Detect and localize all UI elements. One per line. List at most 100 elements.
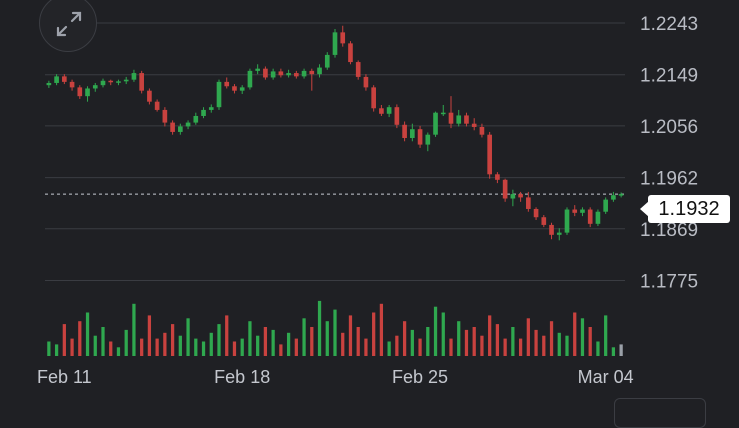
volume-bar <box>194 338 198 356</box>
candle-up <box>85 88 90 97</box>
volume-bar <box>573 312 577 356</box>
candle-down <box>294 73 299 77</box>
candle-up <box>46 82 52 86</box>
volume-bar <box>542 335 546 356</box>
candle-down <box>278 71 284 76</box>
candle-down <box>464 115 469 124</box>
candle-down <box>487 134 492 175</box>
candle-up <box>201 109 206 116</box>
price-tag-box <box>648 195 730 223</box>
volume-bar <box>109 341 113 356</box>
y-tick-label: 1.1869 <box>640 220 698 241</box>
candle-down <box>379 108 384 114</box>
volume-bar <box>310 327 314 356</box>
candle-down <box>502 179 508 199</box>
volume-bar <box>356 327 360 356</box>
candle-down <box>371 87 376 109</box>
volume-bar <box>116 347 121 356</box>
candle-down <box>587 209 593 224</box>
expand-chart-button[interactable] <box>39 0 97 52</box>
candle-down <box>495 174 500 180</box>
candle-up <box>410 129 415 138</box>
candlestick-chart[interactable]: 1.2243 1.2149 1.2056 1.1962 1.1869 1.1775 Feb… <box>0 0 739 415</box>
volume-bar <box>132 303 136 356</box>
volume-bar <box>457 321 461 356</box>
candle-down <box>533 208 539 218</box>
volume-bar <box>209 332 213 356</box>
volume-bar <box>441 312 445 356</box>
volume-bar <box>256 335 260 356</box>
volume-bar <box>387 341 391 356</box>
candle-up <box>332 32 338 55</box>
volume-bar <box>464 329 469 356</box>
volume-bar <box>317 300 322 356</box>
volume-bar <box>449 338 453 356</box>
candle-down <box>108 80 114 83</box>
candle-up <box>54 76 59 83</box>
candle-down <box>147 90 152 102</box>
volume-bar <box>302 318 306 356</box>
candle-up <box>433 112 438 135</box>
candle-down <box>77 87 83 97</box>
volume-bar <box>549 321 554 356</box>
volume-bar <box>480 335 484 356</box>
bottom-control[interactable] <box>614 398 706 428</box>
candle-down <box>518 194 523 198</box>
volume-bar <box>201 341 206 356</box>
candle-down <box>572 209 578 213</box>
volume-bar <box>472 327 476 356</box>
volume-bar <box>565 335 569 356</box>
volume-bar <box>402 321 407 356</box>
volume-bar <box>140 338 144 356</box>
volume-bar <box>495 324 500 356</box>
candle-down <box>402 124 407 138</box>
candle-down <box>170 122 175 132</box>
volume-bar <box>85 312 90 356</box>
volume-bar <box>526 318 530 356</box>
volume-bar <box>54 344 59 356</box>
candle-up <box>618 194 624 196</box>
candle-down <box>448 112 454 124</box>
volume-bar <box>333 309 337 356</box>
volume-bar <box>379 303 384 356</box>
volume-bar <box>70 338 74 356</box>
candle-up <box>425 134 431 145</box>
volume-bar <box>364 338 368 356</box>
volume-bar <box>155 338 159 356</box>
volume-bar <box>232 341 237 356</box>
volume-bar <box>619 344 623 356</box>
candle-up <box>580 209 585 213</box>
volume-bar <box>426 327 430 356</box>
volume-bar <box>557 332 561 356</box>
volume-bar <box>488 315 492 356</box>
candle-up <box>239 87 245 91</box>
candle-down <box>363 76 369 88</box>
candle-up <box>603 199 608 212</box>
candle-down <box>162 109 168 123</box>
volume-bar <box>395 335 399 356</box>
volume-bar <box>604 315 608 356</box>
candle-down <box>263 68 268 78</box>
volume-bar <box>163 332 167 356</box>
candle-up <box>564 209 570 233</box>
volume-bar <box>518 338 523 356</box>
candle-up <box>131 73 137 80</box>
volume-bar <box>225 315 229 356</box>
volume-bar <box>294 338 298 356</box>
volume-bar <box>611 347 616 356</box>
current-price-value: 1.1932 <box>658 198 720 220</box>
volume-bar <box>147 315 152 356</box>
volume-bar <box>217 324 221 356</box>
candle-up <box>208 107 214 110</box>
y-tick-label: 1.2149 <box>640 66 698 87</box>
candle-down <box>417 129 423 145</box>
volume-bar <box>170 324 175 356</box>
volume-bar <box>534 329 538 356</box>
y-tick-label: 1.2243 <box>640 14 698 35</box>
volume-bar <box>410 329 414 356</box>
volume-bar <box>271 329 275 356</box>
candle-down <box>471 123 477 127</box>
volume-bar <box>503 338 507 356</box>
volume-bar <box>101 327 105 356</box>
candle-up <box>185 122 191 127</box>
